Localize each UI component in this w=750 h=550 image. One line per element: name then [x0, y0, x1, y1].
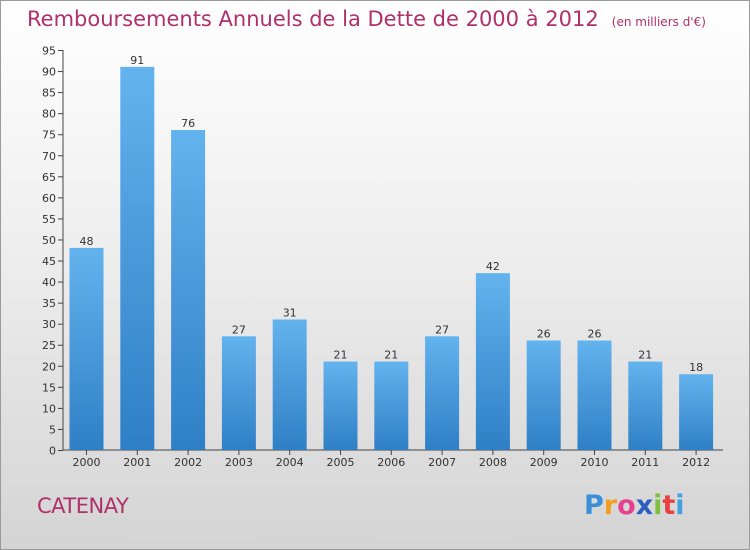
y-tick-label: 40 [42, 276, 56, 289]
y-tick-label: 10 [42, 402, 56, 415]
data-label: 31 [283, 306, 297, 319]
chart-title: Remboursements Annuels de la Dette de 20… [27, 7, 599, 31]
x-tick-label: 2000 [73, 456, 101, 469]
x-tick-label: 2010 [581, 456, 609, 469]
x-tick-label: 2007 [428, 456, 456, 469]
logo-letter: x [635, 490, 654, 521]
x-tick-label: 2002 [174, 456, 202, 469]
chart-title-block: Remboursements Annuels de la Dette de 20… [27, 7, 706, 31]
bar [374, 361, 409, 450]
data-label: 27 [435, 323, 449, 336]
y-tick-label: 70 [42, 150, 56, 163]
y-tick-label: 25 [42, 339, 56, 352]
data-label: 76 [181, 117, 195, 130]
y-tick-label: 90 [42, 66, 56, 79]
bar [221, 336, 256, 450]
bar [577, 340, 612, 450]
x-tick-label: 2003 [225, 456, 253, 469]
data-label: 18 [689, 361, 703, 374]
chart-unit-note: (en milliers d'€) [611, 15, 706, 29]
data-label: 21 [334, 349, 348, 362]
logo-letter: t [662, 490, 676, 521]
y-tick-label: 15 [42, 381, 56, 394]
data-label: 27 [232, 323, 246, 336]
data-label: 26 [588, 328, 602, 341]
y-tick-label: 75 [42, 129, 56, 142]
y-tick-label: 5 [49, 423, 56, 436]
logo-letter: r [603, 490, 618, 521]
x-tick-label: 2009 [530, 456, 558, 469]
y-tick-label: 95 [42, 45, 56, 58]
data-label: 21 [638, 349, 652, 362]
x-tick-label: 2005 [327, 456, 355, 469]
bar [323, 361, 358, 450]
x-tick-label: 2011 [631, 456, 659, 469]
y-tick-label: 0 [49, 445, 56, 458]
data-label: 26 [537, 328, 551, 341]
y-tick-label: 85 [42, 87, 56, 100]
x-tick-label: 2008 [479, 456, 507, 469]
y-tick-label: 30 [42, 318, 56, 331]
bar [272, 319, 307, 450]
proxiti-logo: Proxiti [584, 490, 685, 521]
data-label: 21 [384, 349, 398, 362]
y-tick-label: 60 [42, 192, 56, 205]
x-tick-label: 2001 [123, 456, 151, 469]
y-tick-label: 35 [42, 297, 56, 310]
bar [628, 361, 663, 450]
data-label: 42 [486, 260, 500, 273]
data-label: 48 [80, 235, 94, 248]
bar [425, 336, 460, 450]
y-tick-label: 80 [42, 108, 56, 121]
x-tick-label: 2004 [276, 456, 304, 469]
y-tick-label: 20 [42, 360, 56, 373]
bar [69, 247, 104, 450]
logo-letter: o [617, 490, 636, 521]
x-tick-label: 2006 [377, 456, 405, 469]
logo-letter: i [653, 490, 663, 521]
data-label: 91 [130, 54, 144, 67]
x-tick-label: 2012 [682, 456, 710, 469]
bar [679, 374, 714, 450]
logo-letter: P [584, 490, 604, 521]
bar [120, 66, 155, 450]
bar [171, 130, 206, 450]
y-tick-label: 65 [42, 171, 56, 184]
y-tick-label: 45 [42, 255, 56, 268]
bar [475, 273, 510, 450]
y-tick-label: 50 [42, 234, 56, 247]
bar [526, 340, 561, 450]
commune-name: CATENAY [37, 494, 129, 518]
y-tick-label: 55 [42, 213, 56, 226]
logo-letter: i [675, 490, 685, 521]
